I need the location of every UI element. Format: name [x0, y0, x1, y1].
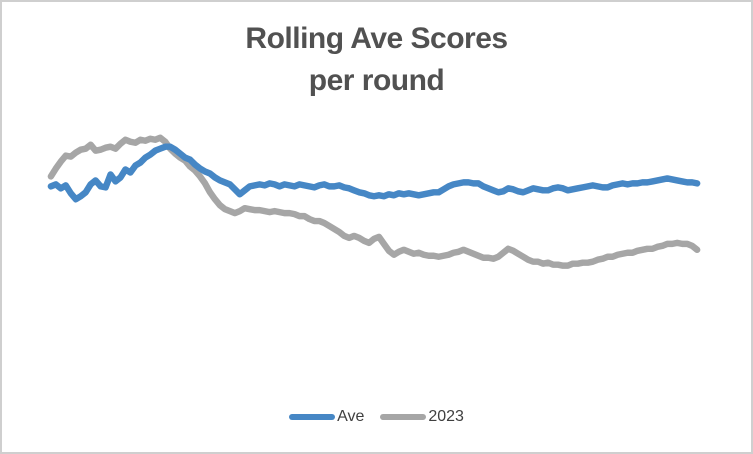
chart-title-line-2: per round — [308, 64, 445, 97]
legend: Ave 2023 — [2, 409, 751, 425]
series-line-2023 — [47, 134, 701, 269]
legend-label-2023: 2023 — [428, 408, 464, 425]
chart-title-line-1: Rolling Ave Scores — [245, 22, 508, 55]
series-line-ave — [47, 143, 701, 203]
legend-item-ave: Ave — [289, 409, 364, 425]
y2023-series-swatch — [380, 414, 427, 420]
legend-item-2023: 2023 — [380, 409, 464, 425]
chart-title: Rolling Ave Scores per round — [2, 18, 751, 102]
ave-series-swatch — [289, 414, 336, 420]
legend-label-ave: Ave — [337, 408, 365, 425]
